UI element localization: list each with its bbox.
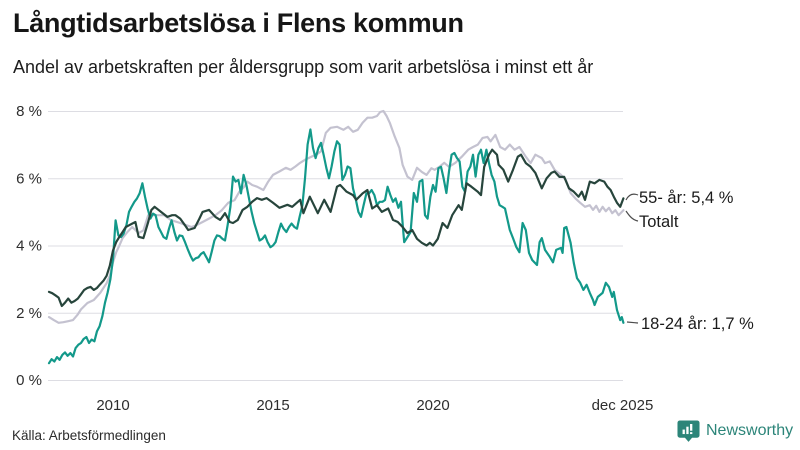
- annotation-connector-totalt: [625, 210, 639, 222]
- annotation-connector-55: [625, 193, 639, 201]
- source-note: Källa: Arbetsförmedlingen: [12, 428, 166, 443]
- annotation-connector-18-24: [626, 321, 639, 324]
- newsworthy-icon: [677, 420, 700, 442]
- y-tick-label: 2 %: [16, 305, 42, 322]
- y-tick-label: 8 %: [16, 103, 42, 120]
- chart-subtitle: Andel av arbetskraften per åldersgrupp s…: [13, 57, 594, 77]
- end-label-totalt: Totalt: [639, 213, 679, 231]
- newsworthy-logo-link[interactable]: Newsworthy: [677, 419, 793, 443]
- x-tick-label: 2015: [256, 397, 289, 414]
- end-label-55: 55- år: 5,4 %: [639, 189, 734, 207]
- x-tick-label: dec 2025: [592, 397, 654, 414]
- y-tick-label: 6 %: [16, 170, 42, 187]
- end-label-18-24: 18-24 år: 1,7 %: [641, 315, 754, 333]
- page-title: Långtidsarbetslösa i Flens kommun: [13, 8, 464, 38]
- x-tick-label: 2010: [96, 397, 129, 414]
- newsworthy-wordmark: Newsworthy: [706, 422, 794, 439]
- y-tick-label: 0 %: [16, 372, 42, 389]
- x-tick-label: 2020: [416, 397, 449, 414]
- series-line-55: [47, 148, 625, 308]
- series-line-18-24: [47, 128, 625, 365]
- y-tick-label: 4 %: [16, 238, 42, 255]
- series-line-totalt: [47, 109, 625, 324]
